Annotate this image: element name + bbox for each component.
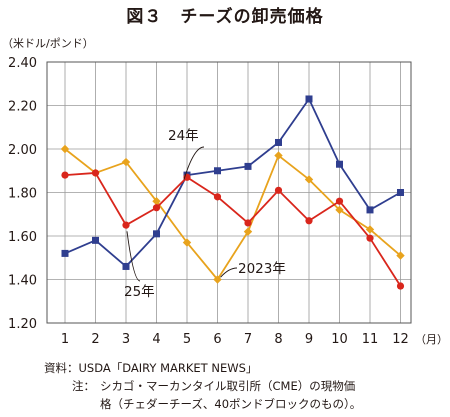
data-point [397, 189, 404, 196]
x-tick-label: 9 [305, 332, 313, 347]
data-point [274, 151, 283, 160]
data-point [61, 171, 69, 179]
data-point [244, 219, 252, 227]
series-label-leader [220, 267, 238, 278]
axis-layer: 1.201.401.601.802.002.202.401 2 3 4 5 6 7 8 9 10 1… [2, 37, 448, 347]
series-label-leader [183, 146, 205, 180]
y-tick-label: 1.80 [8, 187, 37, 202]
series-label: 24年 [168, 128, 199, 144]
source-note: 資料：USDA「DAIRY MARKET NEWS」 [44, 361, 258, 375]
x-tick-label: 4 [152, 332, 160, 347]
x-tick-label: 12 [392, 332, 409, 347]
data-point [365, 225, 375, 234]
series-line [64, 172, 402, 287]
data-point [305, 95, 313, 103]
data-point [122, 262, 130, 270]
x-tick-label: 10 [331, 332, 348, 347]
grid-layer [47, 61, 411, 324]
data-point [122, 221, 130, 229]
data-point [214, 167, 221, 175]
data-point [274, 186, 283, 194]
data-point [366, 234, 374, 242]
data-point [153, 230, 160, 238]
data-point [396, 282, 405, 290]
x-tick-label: 11 [362, 332, 379, 347]
series-layer [60, 95, 405, 290]
data-point [60, 144, 70, 154]
y-tick-label: 2.20 [8, 100, 37, 115]
x-tick-label: 7 [244, 332, 252, 347]
y-axis-label: （米ドル/ポンド） [2, 37, 94, 50]
data-point [152, 197, 161, 206]
chart-title: 図３ チーズの卸売価格 [126, 7, 324, 27]
series-label: 25年 [124, 284, 155, 300]
x-tick-label: 1 [61, 332, 69, 347]
note-line-2: 格（チェダーチーズ、40ポンドブロックのもの）。 [100, 397, 362, 411]
data-point [275, 138, 282, 146]
x-tick-label: 2 [91, 332, 99, 347]
data-point [304, 175, 314, 184]
y-tick-label: 2.40 [8, 56, 37, 71]
data-point [152, 204, 161, 212]
data-point [121, 157, 131, 167]
y-tick-label: 1.20 [8, 317, 37, 332]
x-axis-label: （月） [415, 333, 448, 346]
data-point [396, 251, 405, 260]
data-point [244, 162, 252, 170]
data-point [61, 249, 69, 257]
x-tick-label: 5 [183, 332, 191, 347]
data-point [91, 169, 100, 177]
y-tick-label: 2.00 [8, 143, 37, 158]
data-point [243, 227, 253, 236]
data-point [335, 197, 344, 205]
y-tick-label: 1.60 [8, 230, 37, 245]
data-point [336, 160, 343, 168]
series-label-leader [126, 231, 141, 282]
data-point [213, 275, 222, 284]
note-line-1: シカゴ・マーカンタイル取引所（CME）の現物価 [100, 379, 356, 393]
data-point [305, 217, 313, 225]
x-tick-label: 6 [213, 332, 221, 347]
plot-frame [46, 61, 412, 324]
data-point [366, 206, 374, 214]
data-point [92, 236, 99, 244]
data-point [335, 205, 344, 215]
note-label: 注： [72, 379, 95, 393]
x-tick-label: 3 [122, 332, 130, 347]
series-line [64, 148, 402, 281]
series-label: 2023年 [238, 261, 286, 277]
data-point [213, 193, 222, 201]
data-point [182, 238, 192, 247]
y-tick-label: 1.40 [8, 274, 37, 289]
series-line [64, 98, 401, 268]
x-tick-label: 8 [274, 332, 282, 347]
label-layer: 24年 2023年 25年 [124, 128, 286, 300]
